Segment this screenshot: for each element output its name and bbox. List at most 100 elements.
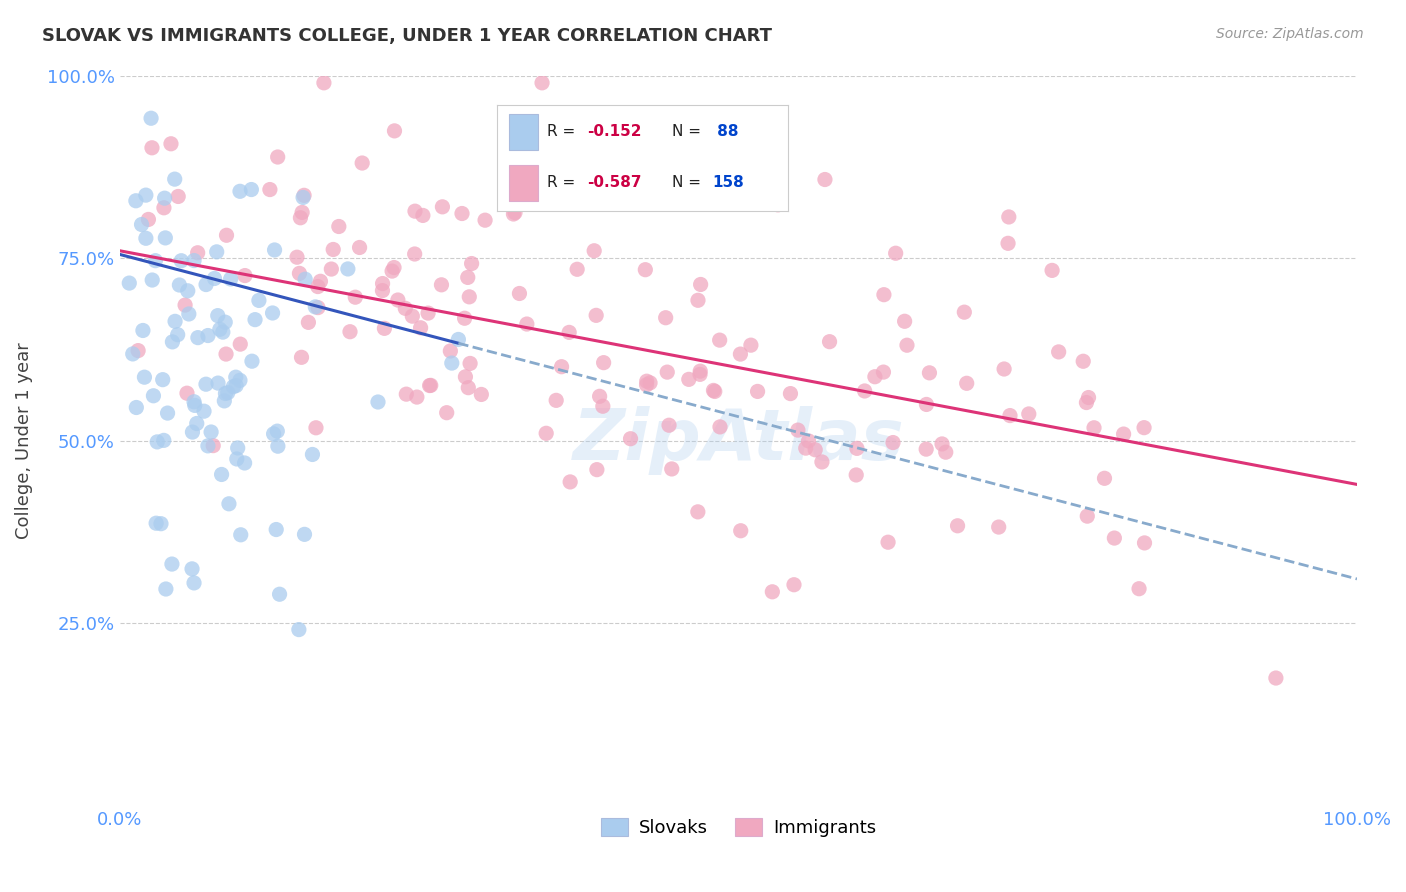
Point [197,439,219,453]
Point [558,326,581,340]
Point [1077,391,1099,405]
Point [709,420,731,434]
Point [181,562,204,576]
Point [165,314,187,328]
Point [1047,345,1070,359]
Point [416,306,439,320]
Point [200,425,222,439]
Point [394,301,416,316]
Point [142,389,165,403]
Point [931,437,953,451]
Point [502,207,524,221]
Point [419,378,441,392]
Point [689,368,711,382]
Point [153,201,176,215]
Point [267,150,290,164]
Point [229,337,252,351]
Point [288,623,311,637]
Point [877,535,900,549]
Point [304,300,326,314]
Point [219,272,242,286]
Text: ZipAtlas: ZipAtlas [572,406,904,475]
Point [401,309,423,323]
Point [382,260,405,275]
Point [703,384,725,399]
Point [183,394,205,409]
Point [440,356,463,370]
Point [214,386,236,401]
Legend: Slovaks, Immigrants: Slovaks, Immigrants [593,810,883,844]
Point [211,467,233,482]
Point [935,445,957,459]
Point [344,290,367,304]
Point [636,374,658,388]
Point [531,76,554,90]
Point [290,351,312,365]
Point [214,393,236,408]
Point [309,274,332,288]
Point [565,262,588,277]
Text: Source: ZipAtlas.com: Source: ZipAtlas.com [1216,27,1364,41]
Point [135,231,157,245]
Point [233,268,256,283]
Point [307,301,329,315]
Point [290,211,312,225]
Point [583,244,606,258]
Point [339,325,361,339]
Point [127,343,149,358]
Point [152,373,174,387]
Point [146,434,169,449]
Point [263,426,285,441]
Point [225,452,247,467]
Point [766,198,789,212]
Point [811,455,834,469]
Point [503,205,526,219]
Point [367,395,389,409]
Point [149,516,172,531]
Point [405,390,427,404]
Point [381,264,404,278]
Point [654,310,676,325]
Point [915,442,938,457]
Point [884,246,907,260]
Point [208,322,231,336]
Point [215,228,238,243]
Point [550,359,572,374]
Point [747,384,769,399]
Point [141,273,163,287]
Point [453,311,475,326]
Point [779,386,801,401]
Point [661,462,683,476]
Point [412,209,434,223]
Point [1112,427,1135,442]
Point [709,333,731,347]
Point [240,354,263,368]
Point [689,364,711,378]
Point [349,240,371,254]
Point [118,276,141,290]
Point [689,277,711,292]
Point [181,425,204,439]
Point [586,463,609,477]
Point [177,284,200,298]
Point [430,277,453,292]
Point [193,404,215,418]
Point [131,218,153,232]
Point [167,189,190,203]
Point [454,369,477,384]
Point [125,194,148,208]
Point [873,287,896,301]
Point [581,174,603,188]
Point [1133,420,1156,434]
Point [686,505,709,519]
Point [915,397,938,411]
Point [207,376,229,390]
Point [229,184,252,198]
Point [177,307,200,321]
Point [145,516,167,531]
Point [215,347,238,361]
Point [163,172,186,186]
Point [328,219,350,234]
Point [657,365,679,379]
Point [195,377,218,392]
